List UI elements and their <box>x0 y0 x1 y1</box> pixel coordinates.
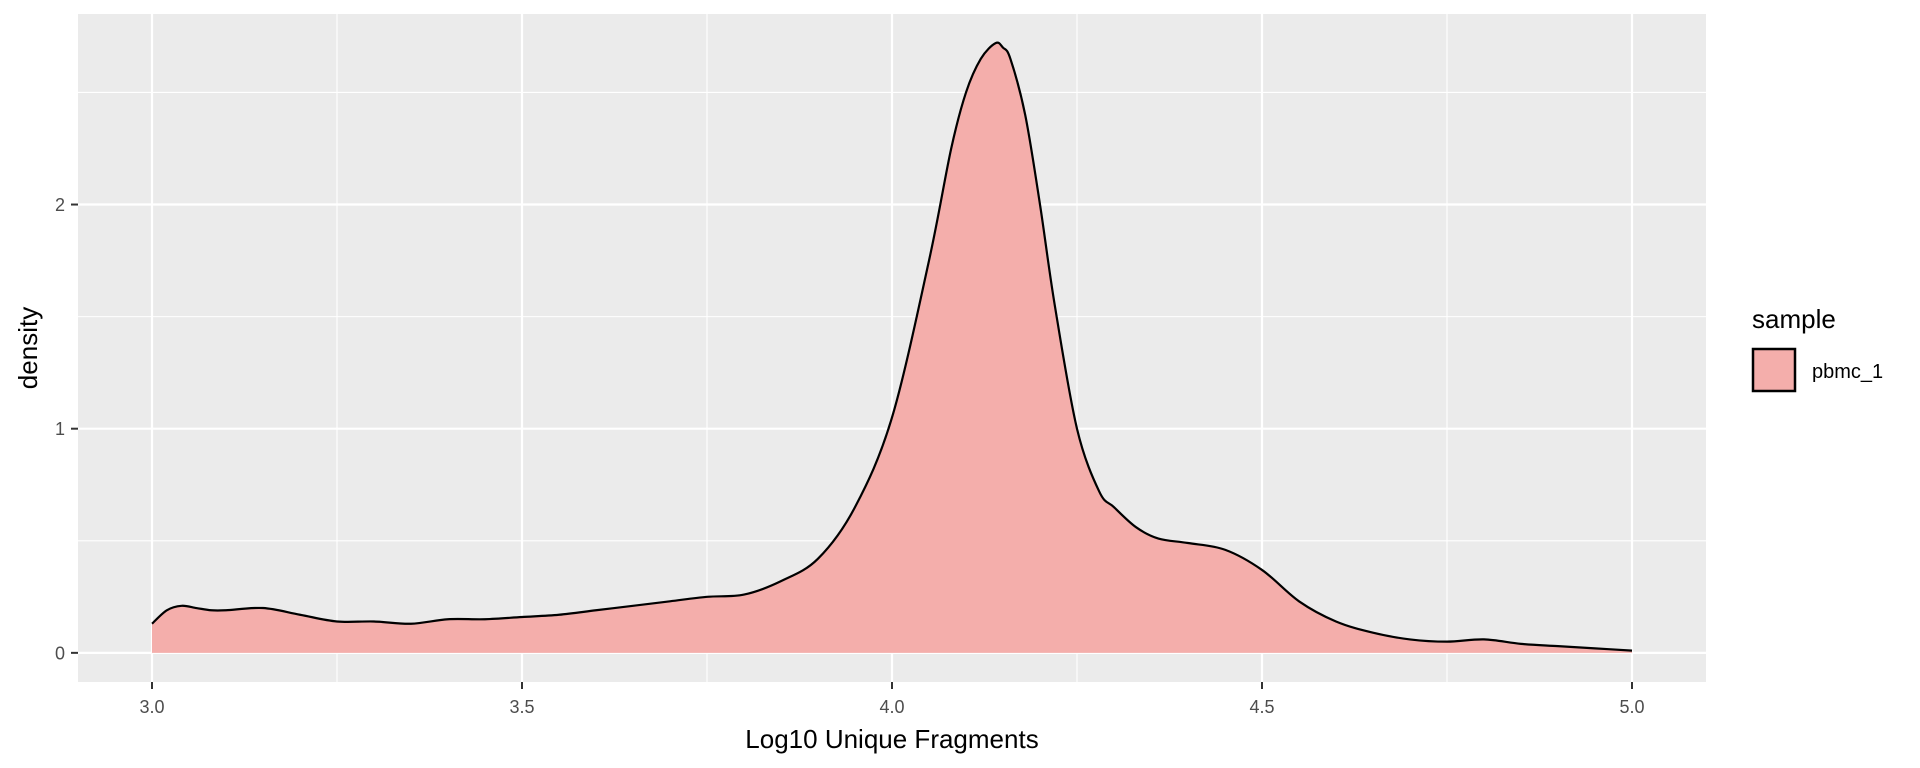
density-line-pbmc_1 <box>151 41 1633 652</box>
x-tick-label: 5.0 <box>1619 697 1644 717</box>
legend-label-pbmc_1: pbmc_1 <box>1812 361 1883 383</box>
y-tick-label: 0 <box>55 643 65 663</box>
x-tick-label: 4.0 <box>879 697 904 717</box>
density-area-pbmc_1 <box>152 42 1632 653</box>
legend: sample pbmc_1 <box>1751 304 1883 393</box>
x-tick-label: 4.5 <box>1249 697 1274 717</box>
x-tick-label: 3.0 <box>139 697 164 717</box>
y-axis: 0 1 2 <box>55 195 78 663</box>
x-axis: 3.0 3.5 4.0 4.5 5.0 <box>139 682 1645 717</box>
y-axis-title: density <box>13 307 43 389</box>
series-layer <box>151 41 1633 653</box>
y-tick-label: 2 <box>55 195 65 215</box>
y-tick-label: 1 <box>55 419 65 439</box>
x-tick-label: 3.5 <box>509 697 534 717</box>
legend-title: sample <box>1752 304 1836 334</box>
x-axis-title: Log10 Unique Fragments <box>745 724 1038 754</box>
legend-key-pbmc_1 <box>1751 347 1797 393</box>
